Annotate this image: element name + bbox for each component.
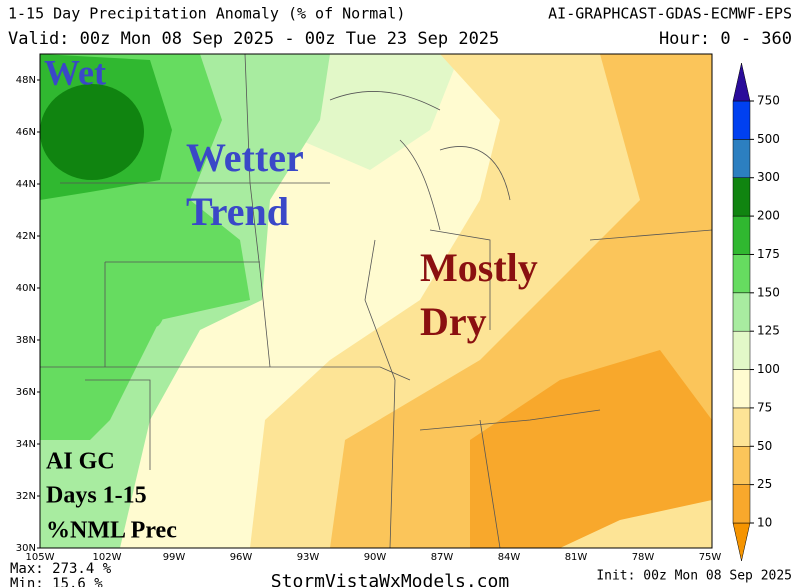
- lat-label: 32N: [16, 491, 36, 502]
- colorbar-arrow: [732, 522, 751, 562]
- lon-label: 75W: [699, 552, 722, 563]
- colorbar-segment: [732, 330, 751, 370]
- annotation: AI GC: [46, 449, 115, 475]
- annotation: Days 1-15: [46, 483, 147, 509]
- colorbar-label: 25: [757, 477, 772, 491]
- annotation: Mostly: [420, 245, 538, 290]
- colorbar-label: 50: [757, 439, 772, 453]
- lat-label: 48N: [16, 75, 36, 86]
- colorbar-segment: [732, 484, 751, 524]
- max-value: Max: 273.4 %: [10, 561, 112, 577]
- colorbar-label: 175: [757, 247, 780, 261]
- lon-label: 102W: [93, 552, 122, 563]
- colorbar-segment: [732, 292, 751, 332]
- annotation: %NML Prec: [46, 518, 177, 544]
- model: AI-GRAPHCAST-GDAS-ECMWF-EPS: [548, 5, 792, 23]
- colorbar-label: 300: [757, 170, 780, 184]
- colorbar-segment: [732, 254, 751, 294]
- colorbar-label: 125: [757, 324, 780, 338]
- colorbar-arrow: [732, 62, 751, 102]
- annotation: Trend: [186, 189, 289, 234]
- lon-label: 87W: [431, 552, 454, 563]
- colorbar-segment: [732, 369, 751, 409]
- lon-label: 78W: [632, 552, 655, 563]
- colorbar-label: 200: [757, 209, 780, 223]
- site: StormVistaWxModels.com: [271, 571, 509, 587]
- colorbar-label: 10: [757, 516, 772, 530]
- title: 1-15 Day Precipitation Anomaly (% of Nor…: [8, 5, 405, 23]
- map-frame: [39, 53, 713, 549]
- lon-label: 81W: [565, 552, 588, 563]
- lat-label: 42N: [16, 231, 36, 242]
- map: [40, 54, 712, 548]
- colorbar-label: 100: [757, 362, 780, 376]
- annotation: Wetter: [186, 135, 304, 180]
- colorbar-segment: [732, 177, 751, 217]
- colorbar-segment: [732, 215, 751, 255]
- lat-label: 34N: [16, 439, 36, 450]
- lat-label: 44N: [16, 179, 36, 190]
- lat-label: 40N: [16, 283, 36, 294]
- lon-label: 90W: [364, 552, 387, 563]
- colorbar-label: 75: [757, 400, 772, 414]
- colorbar-label: 750: [757, 94, 780, 108]
- colorbar-segment: [732, 407, 751, 447]
- valid-time: Valid: 00z Mon 08 Sep 2025 - 00z Tue 23 …: [8, 29, 499, 49]
- colorbar-label: 150: [757, 285, 780, 299]
- hour-range: Hour: 0 - 360: [659, 29, 792, 49]
- lon-label: 105W: [26, 552, 55, 563]
- lon-label: 84W: [498, 552, 521, 563]
- lat-label: 30N: [16, 543, 36, 554]
- min-value: Min: 15.6 %: [10, 576, 103, 587]
- annotation: Wet: [44, 52, 106, 92]
- lat-label: 46N: [16, 127, 36, 138]
- lon-label: 99W: [163, 552, 186, 563]
- colorbar-segment: [732, 100, 751, 140]
- colorbar-segment: [732, 446, 751, 485]
- lat-label: 36N: [16, 387, 36, 398]
- lon-label: 93W: [297, 552, 320, 563]
- lon-label: 96W: [230, 552, 253, 563]
- lat-label: 38N: [16, 335, 36, 346]
- colorbar-label: 500: [757, 132, 780, 146]
- colorbar-segment: [732, 139, 751, 178]
- annotation: Dry: [420, 299, 487, 344]
- init-time: Init: 00z Mon 08 Sep 2025: [596, 569, 792, 584]
